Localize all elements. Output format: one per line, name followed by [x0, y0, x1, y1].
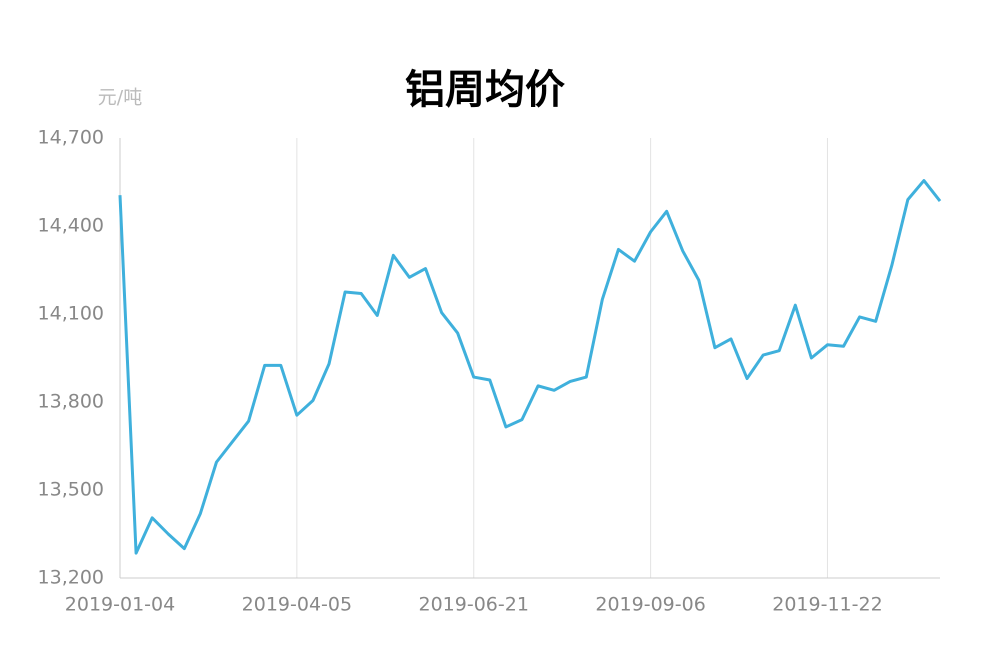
x-tick-label: 2019-04-05: [242, 594, 352, 616]
x-tick-label: 2019-09-06: [595, 594, 705, 616]
y-tick-label: 14,700: [38, 127, 104, 149]
y-tick-label: 13,800: [38, 391, 104, 413]
y-tick-label: 13,200: [38, 567, 104, 589]
x-tick-label: 2019-11-22: [772, 594, 882, 616]
y-unit: 元/吨: [98, 87, 142, 109]
y-tick-label: 14,100: [38, 303, 104, 325]
line-series: [118, 179, 942, 555]
y-tick-label: 13,500: [38, 479, 104, 501]
chart-title: 铝周均价: [405, 67, 565, 113]
x-tick-label: 2019-06-21: [419, 594, 529, 616]
x-tick-label: 2019-01-04: [65, 594, 175, 616]
y-tick-label: 14,400: [38, 215, 104, 237]
